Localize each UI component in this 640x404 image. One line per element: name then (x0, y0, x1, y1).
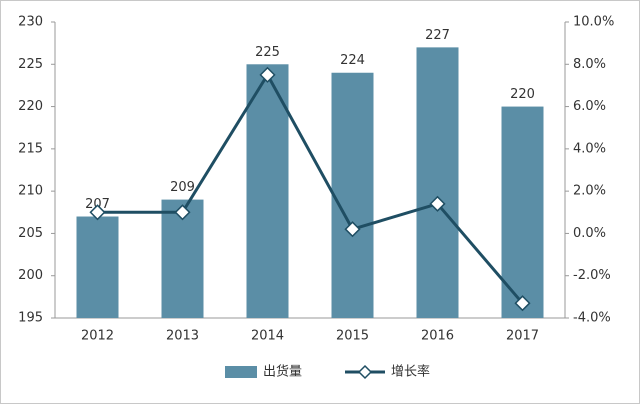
bar-value-label: 225 (255, 45, 280, 60)
line-marker (429, 195, 446, 212)
line-marker (174, 204, 191, 221)
y2-tick-label: 2.0% (573, 184, 606, 199)
x-tick-label: 2015 (336, 329, 369, 344)
line-marker (514, 295, 531, 312)
y-tick-label: 230 (18, 15, 43, 30)
legend-label: 出货量 (263, 364, 302, 380)
legend-marker (357, 364, 373, 380)
y-tick-label: 205 (18, 226, 43, 241)
y2-tick-label: -2.0% (573, 268, 611, 283)
bar (416, 47, 459, 318)
bar (246, 64, 289, 319)
bar (501, 106, 544, 318)
y-tick-label: 195 (18, 311, 43, 326)
y-tick-label: 210 (18, 184, 43, 199)
x-tick-label: 2016 (421, 329, 454, 344)
bar-value-label: 224 (340, 53, 365, 68)
y-tick-label: 220 (18, 99, 43, 114)
line-marker (89, 204, 106, 221)
legend-swatch (225, 366, 257, 378)
x-tick-label: 2017 (506, 329, 539, 344)
bar-value-label: 227 (425, 28, 450, 43)
y2-tick-label: -4.0% (573, 311, 611, 326)
x-tick-label: 2014 (251, 329, 284, 344)
y-tick-label: 225 (18, 57, 43, 72)
y2-tick-label: 0.0% (573, 226, 606, 241)
y2-tick-label: 10.0% (573, 15, 614, 30)
bar-value-label: 220 (510, 87, 535, 102)
bar (76, 216, 119, 318)
line-marker (344, 221, 361, 238)
growth-line (97, 71, 524, 305)
bar-value-label: 209 (170, 180, 195, 195)
y-tick-label: 215 (18, 141, 43, 156)
legend-label: 增长率 (391, 364, 430, 380)
y2-tick-label: 6.0% (573, 99, 606, 114)
y2-tick-label: 4.0% (573, 141, 606, 156)
bar (331, 72, 374, 318)
line-marker (259, 66, 276, 83)
y2-tick-label: 8.0% (573, 57, 606, 72)
x-tick-label: 2013 (166, 329, 199, 344)
x-tick-label: 2012 (81, 329, 114, 344)
y-tick-label: 200 (18, 268, 43, 283)
